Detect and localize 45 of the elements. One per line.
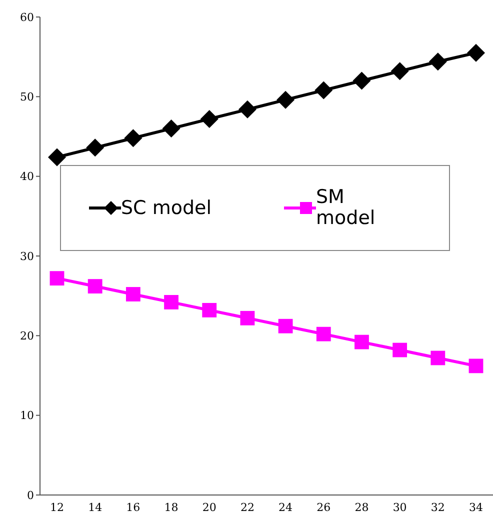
- x-tick-label: 30: [392, 500, 407, 514]
- point: [240, 310, 255, 326]
- y-tick-label: 10: [20, 409, 34, 422]
- point: [314, 81, 333, 100]
- point: [468, 358, 484, 374]
- x-tick-label: 26: [316, 500, 331, 514]
- point: [126, 287, 140, 302]
- point: [124, 129, 142, 148]
- x-tick-label: 22: [240, 500, 254, 514]
- x-tick-label: 32: [430, 500, 445, 514]
- point: [354, 334, 369, 350]
- point: [392, 342, 408, 358]
- point: [164, 295, 178, 310]
- point: [430, 350, 446, 366]
- y-tick-label: 20: [20, 330, 34, 343]
- legend-label: SM model: [316, 186, 376, 229]
- y-tick-label: 40: [20, 170, 34, 184]
- point: [428, 52, 447, 71]
- point: [88, 279, 102, 294]
- point: [278, 318, 293, 334]
- legend-label: SC model: [121, 196, 213, 218]
- point: [86, 138, 104, 157]
- point: [316, 326, 331, 342]
- point: [200, 110, 218, 128]
- x-tick-label: 24: [278, 500, 293, 514]
- point: [162, 120, 180, 138]
- y-tick-label: 30: [20, 250, 34, 263]
- point: [276, 90, 295, 109]
- x-tick-label: 20: [202, 500, 216, 514]
- point: [202, 302, 217, 318]
- point: [352, 72, 371, 90]
- x-tick-label: 16: [126, 500, 140, 514]
- point: [390, 62, 409, 80]
- x-tick-label: 28: [354, 500, 369, 514]
- y-tick-label: 0: [27, 488, 34, 502]
- point: [238, 100, 256, 118]
- y-tick-label: 50: [20, 90, 34, 104]
- x-tick-label: 34: [469, 500, 483, 514]
- x-tick-label: 18: [164, 500, 178, 514]
- y-tick-label: 60: [20, 10, 34, 24]
- x-tick-label: 12: [50, 500, 64, 514]
- point: [50, 271, 64, 286]
- point: [467, 44, 485, 62]
- point: [48, 148, 66, 166]
- x-tick-label: 14: [88, 500, 102, 514]
